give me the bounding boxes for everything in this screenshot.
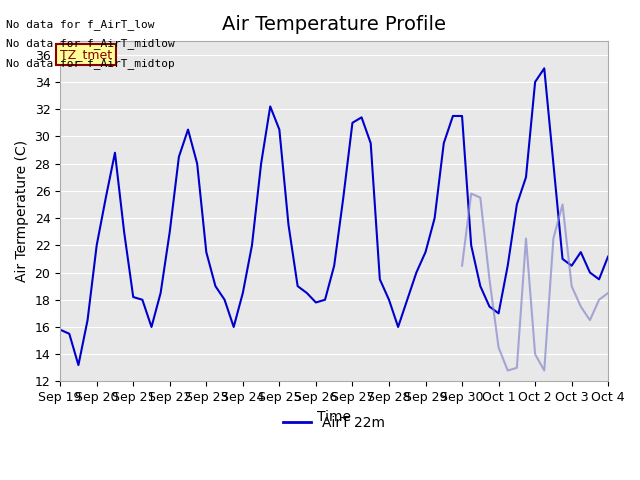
- Title: Air Temperature Profile: Air Temperature Profile: [222, 15, 446, 34]
- X-axis label: Time: Time: [317, 410, 351, 424]
- Text: No data for f_AirT_low: No data for f_AirT_low: [6, 19, 155, 30]
- Text: No data for f_AirT_midlow: No data for f_AirT_midlow: [6, 38, 175, 49]
- Text: TZ_tmet: TZ_tmet: [60, 48, 112, 61]
- Y-axis label: Air Termperature (C): Air Termperature (C): [15, 140, 29, 282]
- Text: No data for f_AirT_midtop: No data for f_AirT_midtop: [6, 58, 175, 69]
- Legend: AirT 22m: AirT 22m: [278, 410, 390, 436]
